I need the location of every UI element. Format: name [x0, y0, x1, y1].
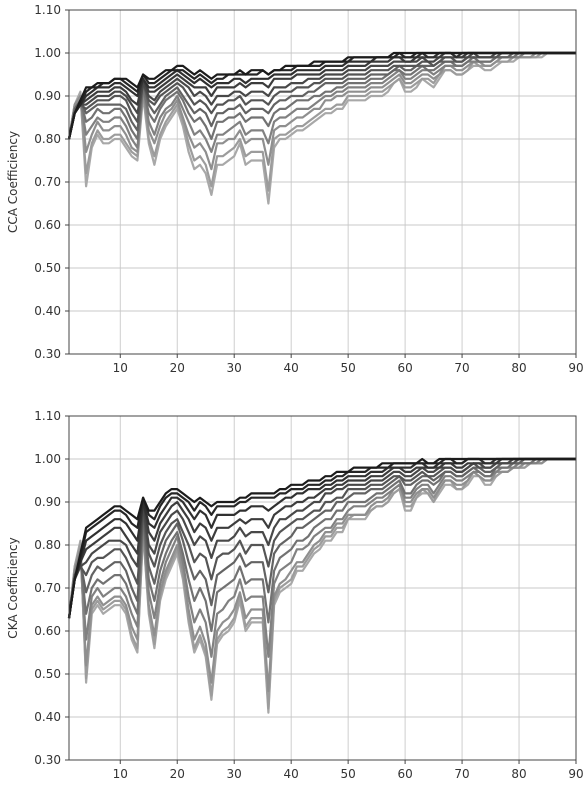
y-tick-label: 1.00 [34, 452, 61, 466]
x-tick-label: 30 [227, 361, 242, 375]
x-tick-label: 30 [227, 767, 242, 781]
x-tick-label: 70 [454, 767, 469, 781]
tick-labels-cka: 0.30 0.40 0.50 0.60 0.70 0.80 0.90 1.00 1.10 10 20… [34, 409, 583, 781]
y-tick-label: 0.50 [34, 261, 61, 275]
x-tick-label: 60 [397, 767, 412, 781]
x-tick-label: 90 [568, 767, 583, 781]
y-tick-label: 0.40 [34, 304, 61, 318]
y-tick-label: 0.30 [34, 347, 61, 361]
chart-cca: 0.30 0.40 0.50 0.60 0.70 0.80 0.90 1.00 1.10 10 20… [6, 3, 584, 375]
x-tick-label: 40 [284, 361, 299, 375]
x-tick-label: 50 [340, 361, 355, 375]
y-tick-label: 0.90 [34, 495, 61, 509]
series-group-cka [67, 457, 576, 714]
y-tick-label: 0.80 [34, 538, 61, 552]
series-line-3 [67, 457, 576, 619]
x-tick-label: 20 [170, 767, 185, 781]
x-tick-label: 80 [511, 361, 526, 375]
series-line-9 [67, 457, 576, 658]
y-axis-label-cca: CCA Coefficiency [6, 131, 20, 233]
series-line-5 [67, 51, 576, 140]
tick-labels-cca: 0.30 0.40 0.50 0.60 0.70 0.80 0.90 1.00 1.10 10 20… [34, 3, 583, 375]
y-tick-label: 0.30 [34, 753, 61, 767]
x-tick-label: 10 [113, 767, 128, 781]
x-tick-label: 50 [340, 767, 355, 781]
x-tick-label: 70 [454, 361, 469, 375]
y-tick-label: 1.10 [34, 3, 61, 17]
y-tick-label: 0.70 [34, 581, 61, 595]
x-tick-label: 80 [511, 767, 526, 781]
y-axis-label-cka: CKA Coefficiency [6, 537, 20, 638]
series-line-8 [67, 51, 576, 141]
y-tick-label: 0.80 [34, 132, 61, 146]
series-group-cca [67, 51, 576, 205]
series-line-12 [67, 51, 576, 205]
series-line-8 [67, 457, 576, 633]
x-tick-label: 20 [170, 361, 185, 375]
y-tick-label: 0.40 [34, 710, 61, 724]
x-tick-label: 60 [397, 361, 412, 375]
series-line-5 [67, 457, 576, 619]
y-tick-label: 0.90 [34, 89, 61, 103]
y-tick-label: 1.00 [34, 46, 61, 60]
series-line-1 [67, 457, 576, 619]
x-tick-label: 10 [113, 361, 128, 375]
series-line-10 [67, 457, 576, 693]
y-tick-label: 0.60 [34, 624, 61, 638]
y-tick-label: 0.60 [34, 218, 61, 232]
series-line-1 [67, 51, 576, 140]
series-line-10 [67, 51, 576, 171]
chart-cka: 0.30 0.40 0.50 0.60 0.70 0.80 0.90 1.00 1.10 10 20… [6, 409, 584, 781]
series-line-7 [67, 457, 576, 619]
y-tick-label: 0.50 [34, 667, 61, 681]
x-tick-label: 40 [284, 767, 299, 781]
y-tick-label: 1.10 [34, 409, 61, 423]
y-tick-label: 0.70 [34, 175, 61, 189]
x-tick-label: 90 [568, 361, 583, 375]
